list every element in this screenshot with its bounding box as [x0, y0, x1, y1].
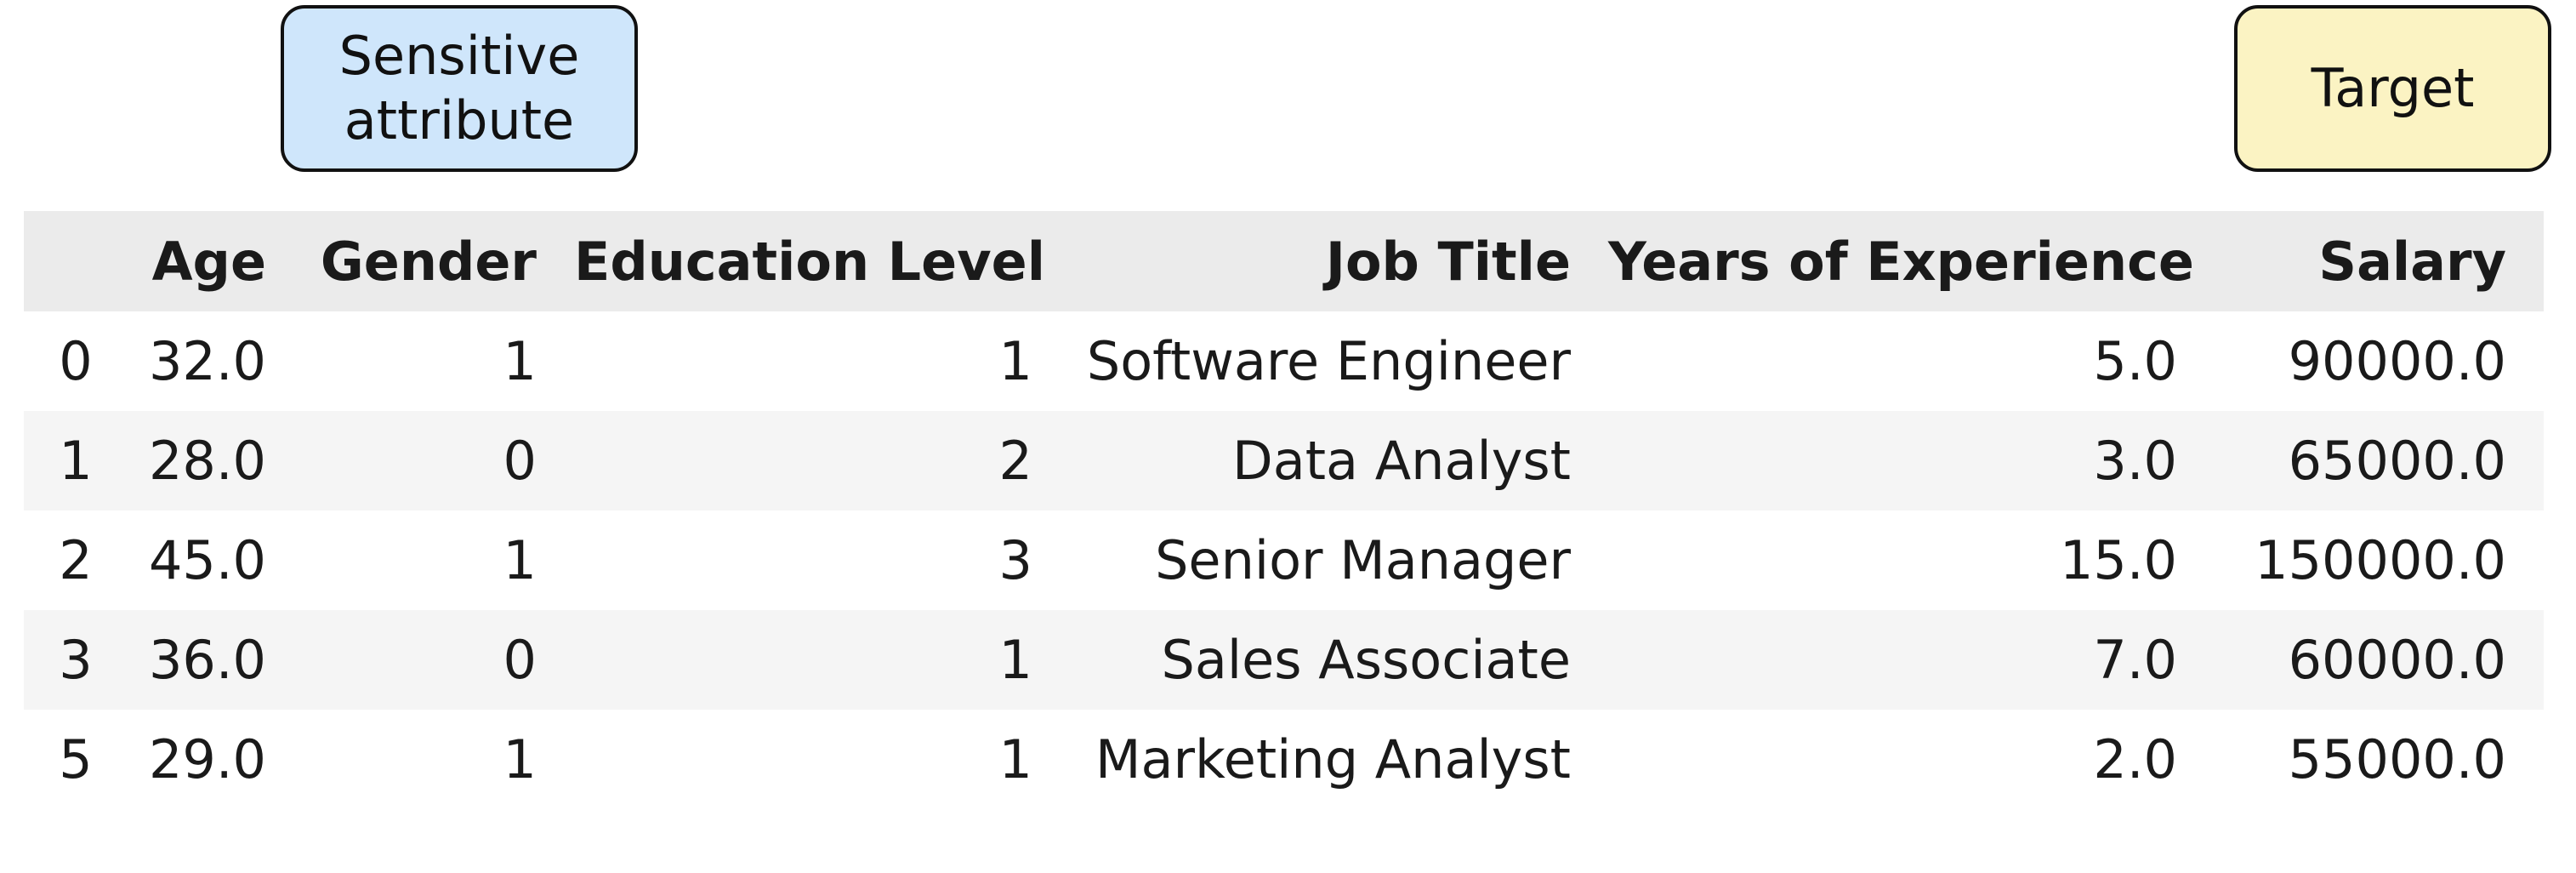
- column-header-job-title: Job Title: [1325, 230, 1571, 293]
- column-header-salary: Salary: [2318, 230, 2506, 293]
- cell-gender: 1: [503, 728, 537, 790]
- column-header-years-of-experience: Years of Experience: [1608, 230, 2194, 293]
- cell-gender: 0: [503, 629, 537, 691]
- cell-job-title: Marketing Analyst: [1095, 728, 1571, 790]
- cell-education-level: 3: [998, 529, 1032, 591]
- cell-gender: 1: [503, 330, 537, 392]
- cell-age: 45.0: [148, 529, 266, 591]
- table-row: 3 36.0 0 1 Sales Associate 7.0 60000.0: [24, 610, 2544, 710]
- cell-job-title: Senior Manager: [1155, 529, 1571, 591]
- table-row: 5 29.0 1 1 Marketing Analyst 2.0 55000.0: [24, 710, 2544, 809]
- row-index: 1: [59, 430, 93, 492]
- cell-education-level: 1: [998, 629, 1032, 691]
- cell-years-of-experience: 15.0: [2059, 529, 2177, 591]
- row-index: 0: [59, 330, 93, 392]
- sensitive-attribute-callout: Sensitive attribute: [281, 5, 638, 172]
- dataframe-table: Age Gender Education Level Job Title Yea…: [24, 211, 2544, 809]
- cell-age: 29.0: [148, 728, 266, 790]
- index-header: [24, 211, 128, 311]
- cell-age: 32.0: [148, 330, 266, 392]
- header-row: Age Gender Education Level Job Title Yea…: [24, 211, 2544, 311]
- cell-salary: 65000.0: [2288, 430, 2506, 492]
- cell-years-of-experience: 3.0: [2093, 430, 2177, 492]
- cell-years-of-experience: 2.0: [2093, 728, 2177, 790]
- table-row: 2 45.0 1 3 Senior Manager 15.0 150000.0: [24, 511, 2544, 610]
- row-index: 3: [59, 629, 93, 691]
- sensitive-attribute-label-line1: Sensitive: [338, 25, 580, 87]
- column-header-education-level: Education Level: [574, 230, 1045, 293]
- row-index: 2: [59, 529, 93, 591]
- column-header-gender: Gender: [320, 230, 537, 293]
- cell-job-title: Data Analyst: [1232, 430, 1571, 492]
- target-label: Target: [2311, 57, 2475, 119]
- cell-salary: 90000.0: [2288, 330, 2506, 392]
- cell-education-level: 2: [998, 430, 1032, 492]
- cell-gender: 1: [503, 529, 537, 591]
- target-callout: Target: [2234, 5, 2551, 172]
- cell-gender: 0: [503, 430, 537, 492]
- column-header-age: Age: [151, 230, 266, 293]
- table-row: 0 32.0 1 1 Software Engineer 5.0 90000.0: [24, 311, 2544, 411]
- cell-years-of-experience: 7.0: [2093, 629, 2177, 691]
- sensitive-attribute-label-line2: attribute: [344, 89, 575, 151]
- cell-years-of-experience: 5.0: [2093, 330, 2177, 392]
- cell-job-title: Software Engineer: [1086, 330, 1571, 392]
- cell-salary: 150000.0: [2255, 529, 2506, 591]
- cell-age: 36.0: [148, 629, 266, 691]
- cell-salary: 60000.0: [2288, 629, 2506, 691]
- row-index: 5: [59, 728, 93, 790]
- cell-education-level: 1: [998, 330, 1032, 392]
- cell-job-title: Sales Associate: [1161, 629, 1571, 691]
- cell-education-level: 1: [998, 728, 1032, 790]
- cell-age: 28.0: [148, 430, 266, 492]
- table-row: 1 28.0 0 2 Data Analyst 3.0 65000.0: [24, 411, 2544, 511]
- cell-salary: 55000.0: [2288, 728, 2506, 790]
